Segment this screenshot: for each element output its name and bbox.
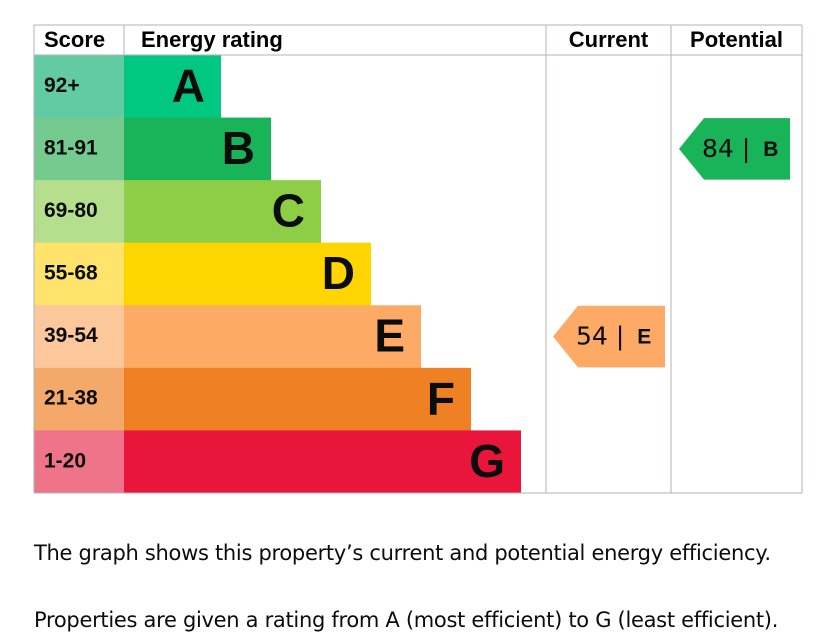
score-label: 39-54 bbox=[44, 324, 98, 347]
score-cell bbox=[34, 305, 124, 369]
rating-letter: B bbox=[222, 122, 255, 174]
rating-bar bbox=[124, 430, 521, 494]
rating-letter: E bbox=[374, 310, 405, 362]
rating-letter: G bbox=[469, 435, 505, 487]
description: The graph shows this property’s current … bbox=[34, 541, 771, 565]
rating-arrow bbox=[679, 118, 790, 180]
potential-rating: 84 | B bbox=[679, 118, 790, 180]
score-cell bbox=[34, 367, 124, 431]
rating-bar bbox=[124, 367, 471, 431]
description: Properties are given a rating from A (mo… bbox=[34, 608, 779, 632]
score-cell bbox=[34, 430, 124, 494]
score-label: 81-91 bbox=[44, 136, 98, 159]
rating-letter: C bbox=[272, 185, 305, 237]
score-cell bbox=[34, 242, 124, 306]
epc-chart: Score Energy rating Current Potential 92+ A 81… bbox=[33, 24, 803, 494]
rating-value: 54 | E bbox=[576, 322, 651, 351]
header: Energy rating bbox=[141, 27, 283, 52]
header: Score bbox=[44, 27, 105, 52]
rating-letter: A bbox=[172, 59, 205, 111]
score-label: 92+ bbox=[44, 74, 80, 97]
score-cell bbox=[34, 117, 124, 181]
score-cell bbox=[34, 180, 124, 244]
rating-letter: F bbox=[427, 372, 455, 424]
header: Potential bbox=[690, 27, 783, 52]
rating-letter: E bbox=[637, 325, 651, 348]
score-cell bbox=[34, 55, 124, 119]
separator: | bbox=[742, 134, 750, 163]
rating-number: 84 bbox=[702, 134, 734, 163]
header: Current bbox=[569, 27, 649, 52]
separator: | bbox=[616, 322, 624, 351]
rating-bar bbox=[124, 117, 271, 181]
rating-value: 84 | B bbox=[702, 134, 778, 163]
rating-arrow bbox=[553, 305, 665, 368]
rating-bar bbox=[124, 305, 421, 369]
score-label: 69-80 bbox=[44, 199, 98, 222]
rating-number: 54 bbox=[576, 322, 608, 351]
rating-bar bbox=[124, 55, 221, 119]
rating-bar bbox=[124, 242, 371, 306]
rating-letter: B bbox=[763, 137, 778, 160]
current-rating: 54 | E bbox=[553, 305, 665, 368]
rating-letter: D bbox=[322, 247, 355, 299]
score-label: 21-38 bbox=[44, 387, 98, 410]
rating-bar bbox=[124, 180, 321, 244]
score-label: 55-68 bbox=[44, 262, 98, 285]
score-label: 1-20 bbox=[44, 449, 86, 472]
